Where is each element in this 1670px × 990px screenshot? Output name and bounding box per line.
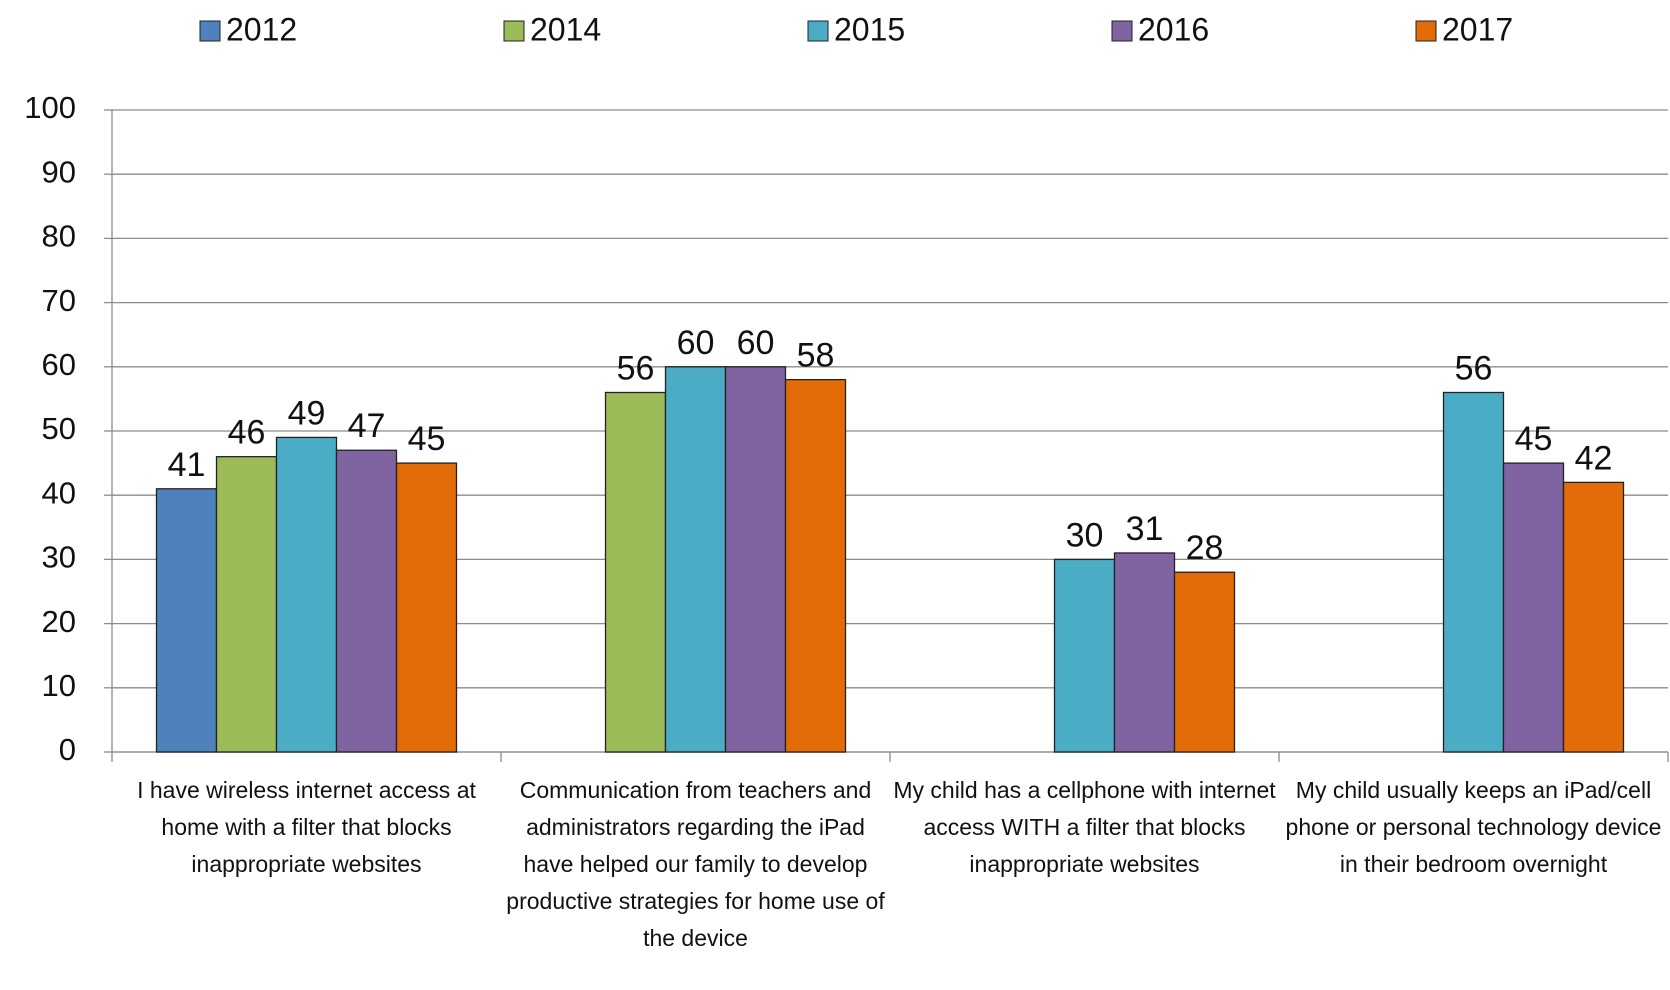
y-tick-label: 50 [42, 411, 76, 446]
legend-swatch [503, 20, 525, 42]
x-tick-label: My child usually keeps an iPad/cell phon… [1285, 777, 1662, 877]
data-label: 47 [348, 407, 386, 445]
data-label: 56 [617, 349, 655, 387]
legend-label: 2012 [226, 11, 297, 47]
x-tick-label: I have wireless internet access at home … [137, 777, 476, 877]
bar [784, 378, 847, 753]
y-tick-label: 60 [42, 347, 76, 382]
legend-swatch [199, 20, 221, 42]
data-label: 45 [1515, 420, 1553, 458]
bar [1053, 558, 1116, 753]
data-label: 41 [168, 446, 206, 484]
data-label: 56 [1455, 349, 1493, 387]
bar [1442, 391, 1505, 753]
bar [724, 366, 787, 753]
data-label: 30 [1066, 516, 1104, 554]
bar [1562, 481, 1625, 753]
y-tick-label: 30 [42, 540, 76, 575]
bar [275, 436, 338, 753]
legend-label: 2017 [1442, 11, 1513, 47]
data-label: 60 [737, 324, 775, 362]
x-tick-label: My child has a cellphone with internet a… [893, 777, 1276, 877]
y-tick-label: 20 [42, 604, 76, 639]
legend-swatch [1111, 20, 1133, 42]
data-label: 49 [288, 394, 326, 432]
y-tick-label: 90 [42, 154, 76, 189]
legend-swatch [807, 20, 829, 42]
data-label: 45 [408, 420, 446, 458]
legend-label: 2016 [1138, 11, 1209, 47]
legend-label: 2014 [530, 11, 601, 47]
bar [1113, 552, 1176, 753]
bar [1502, 462, 1565, 753]
data-label: 58 [797, 337, 835, 375]
y-tick-label: 0 [59, 732, 76, 767]
bar [215, 456, 278, 753]
bar [155, 488, 218, 753]
legend-swatch [1415, 20, 1437, 42]
y-tick-label: 100 [24, 90, 76, 125]
x-tick-label: Communication from teachers and administ… [506, 777, 885, 951]
bar [664, 366, 727, 753]
y-tick-label: 40 [42, 475, 76, 510]
y-tick-label: 10 [42, 668, 76, 703]
bar [395, 462, 458, 753]
data-label: 42 [1575, 439, 1613, 477]
bar [335, 449, 398, 753]
bar [1173, 571, 1236, 753]
y-tick-label: 70 [42, 283, 76, 318]
data-label: 28 [1186, 529, 1224, 567]
bar [604, 391, 667, 753]
legend-label: 2015 [834, 11, 905, 47]
data-label: 31 [1126, 510, 1164, 548]
data-label: 46 [228, 414, 266, 452]
y-tick-label: 80 [42, 219, 76, 254]
data-label: 60 [677, 324, 715, 362]
